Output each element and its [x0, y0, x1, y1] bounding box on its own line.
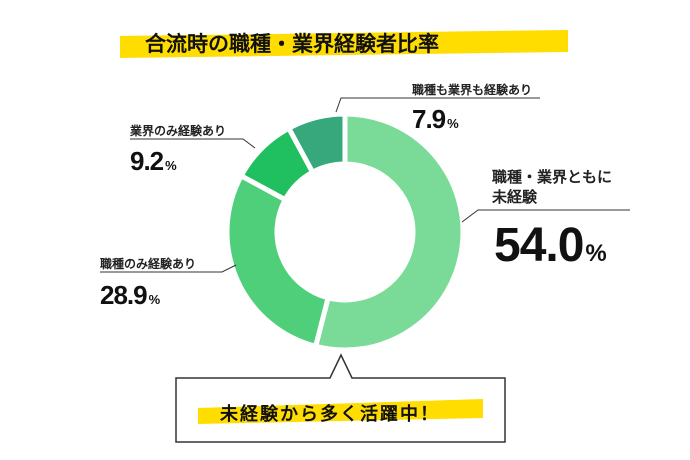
leader-line-0: [461, 209, 630, 223]
unit: %: [585, 240, 607, 267]
slice-value-1: 28.9%: [100, 280, 160, 311]
slice-3: [285, 111, 348, 176]
slice-0: [312, 111, 466, 353]
leader-line-2: [130, 138, 256, 149]
slice-value-3: 7.9%: [412, 104, 459, 135]
slice-1: [224, 172, 332, 350]
leader-line-1: [100, 264, 237, 273]
callout-text: 未経験から多く活躍中！: [220, 404, 440, 425]
leader-line-3: [335, 97, 540, 113]
slice-label-0-line1: 職種・業界ともに: [492, 168, 613, 186]
slice-label-0-line2: 未経験: [492, 188, 538, 206]
chart-title: 合流時の職種・業界経験者比率: [145, 32, 439, 56]
slice-value-2: 9.2%: [130, 146, 177, 177]
slice-label-3: 職種も業界も経験あり: [412, 83, 533, 97]
slice-value-0: 54.0%: [494, 218, 607, 273]
callout-box: [175, 353, 506, 443]
value-text: 54.0: [494, 219, 584, 272]
value-text: 9.2: [130, 146, 164, 176]
unit: %: [165, 158, 177, 173]
value-text: 28.9: [100, 280, 148, 310]
slice-label-1: 職種のみ経験あり: [100, 257, 197, 271]
value-text: 7.9: [412, 104, 446, 134]
callout-highlight: [198, 399, 483, 424]
slice-label-2: 業界のみ経験あり: [130, 124, 227, 138]
title-highlight: [120, 30, 568, 58]
unit: %: [148, 292, 161, 307]
unit: %: [447, 116, 459, 131]
